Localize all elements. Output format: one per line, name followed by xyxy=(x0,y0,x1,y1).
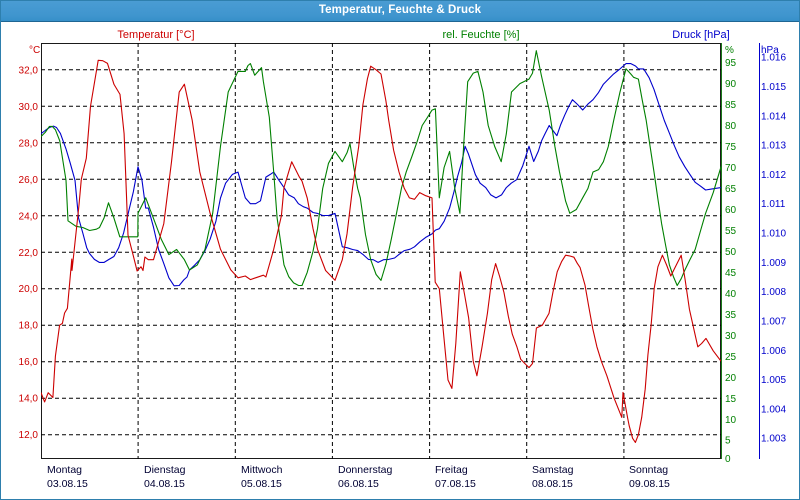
svg-text:1.010: 1.010 xyxy=(761,229,786,240)
svg-text:60: 60 xyxy=(725,205,737,216)
svg-text:18,0: 18,0 xyxy=(19,321,39,332)
svg-text:16,0: 16,0 xyxy=(19,357,39,368)
svg-text:12,0: 12,0 xyxy=(19,430,39,441)
svg-text:28,0: 28,0 xyxy=(19,138,39,149)
svg-text:°C: °C xyxy=(29,45,40,56)
svg-text:30: 30 xyxy=(725,331,737,342)
svg-text:80: 80 xyxy=(725,121,737,132)
svg-text:50: 50 xyxy=(725,247,737,258)
svg-text:1.004: 1.004 xyxy=(761,404,786,415)
svg-text:1.009: 1.009 xyxy=(761,258,786,269)
svg-text:08.08.15: 08.08.15 xyxy=(532,478,573,490)
svg-text:14,0: 14,0 xyxy=(19,394,39,405)
svg-text:Montag: Montag xyxy=(47,464,82,476)
svg-text:35: 35 xyxy=(725,310,737,321)
svg-text:1.005: 1.005 xyxy=(761,375,786,386)
svg-text:55: 55 xyxy=(725,226,737,237)
svg-text:26,0: 26,0 xyxy=(19,175,39,186)
svg-text:40: 40 xyxy=(725,289,737,300)
svg-text:1.016: 1.016 xyxy=(761,53,786,64)
svg-text:70: 70 xyxy=(725,163,737,174)
svg-text:85: 85 xyxy=(725,100,737,111)
svg-text:%: % xyxy=(725,45,734,56)
svg-text:1.011: 1.011 xyxy=(761,199,786,210)
svg-text:1.006: 1.006 xyxy=(761,346,786,357)
svg-text:Samstag: Samstag xyxy=(532,464,574,476)
svg-text:95: 95 xyxy=(725,58,737,69)
svg-text:15: 15 xyxy=(725,394,737,405)
svg-text:07.08.15: 07.08.15 xyxy=(435,478,476,490)
svg-text:10: 10 xyxy=(725,415,737,426)
svg-text:22,0: 22,0 xyxy=(19,248,39,259)
svg-text:75: 75 xyxy=(725,142,737,153)
svg-text:05.08.15: 05.08.15 xyxy=(241,478,282,490)
svg-text:03.08.15: 03.08.15 xyxy=(47,478,88,490)
svg-text:Freitag: Freitag xyxy=(435,464,468,476)
svg-text:65: 65 xyxy=(725,184,737,195)
svg-text:5: 5 xyxy=(725,436,731,447)
svg-text:1.003: 1.003 xyxy=(761,434,786,445)
svg-text:24,0: 24,0 xyxy=(19,211,39,222)
svg-text:1.013: 1.013 xyxy=(761,141,786,152)
svg-text:09.08.15: 09.08.15 xyxy=(629,478,670,490)
svg-text:20,0: 20,0 xyxy=(19,284,39,295)
svg-text:0: 0 xyxy=(725,454,731,465)
svg-text:Donnerstag: Donnerstag xyxy=(338,464,392,476)
svg-text:1.015: 1.015 xyxy=(761,82,786,93)
svg-text:90: 90 xyxy=(725,79,737,90)
svg-text:25: 25 xyxy=(725,352,737,363)
svg-text:Sonntag: Sonntag xyxy=(629,464,668,476)
svg-text:1.014: 1.014 xyxy=(761,111,786,122)
svg-text:45: 45 xyxy=(725,268,737,279)
svg-text:1.007: 1.007 xyxy=(761,317,786,328)
svg-text:04.08.15: 04.08.15 xyxy=(144,478,185,490)
svg-text:Dienstag: Dienstag xyxy=(144,464,186,476)
svg-text:20: 20 xyxy=(725,373,737,384)
svg-text:06.08.15: 06.08.15 xyxy=(338,478,379,490)
svg-text:32,0: 32,0 xyxy=(19,65,39,76)
svg-text:1.012: 1.012 xyxy=(761,170,786,181)
svg-text:Druck [hPa]: Druck [hPa] xyxy=(672,29,729,41)
svg-text:Mittwoch: Mittwoch xyxy=(241,464,283,476)
svg-text:rel. Feuchte [%]: rel. Feuchte [%] xyxy=(442,29,519,41)
svg-text:1.008: 1.008 xyxy=(761,287,786,298)
svg-text:30,0: 30,0 xyxy=(19,102,39,113)
svg-text:Temperatur [°C]: Temperatur [°C] xyxy=(117,29,194,41)
